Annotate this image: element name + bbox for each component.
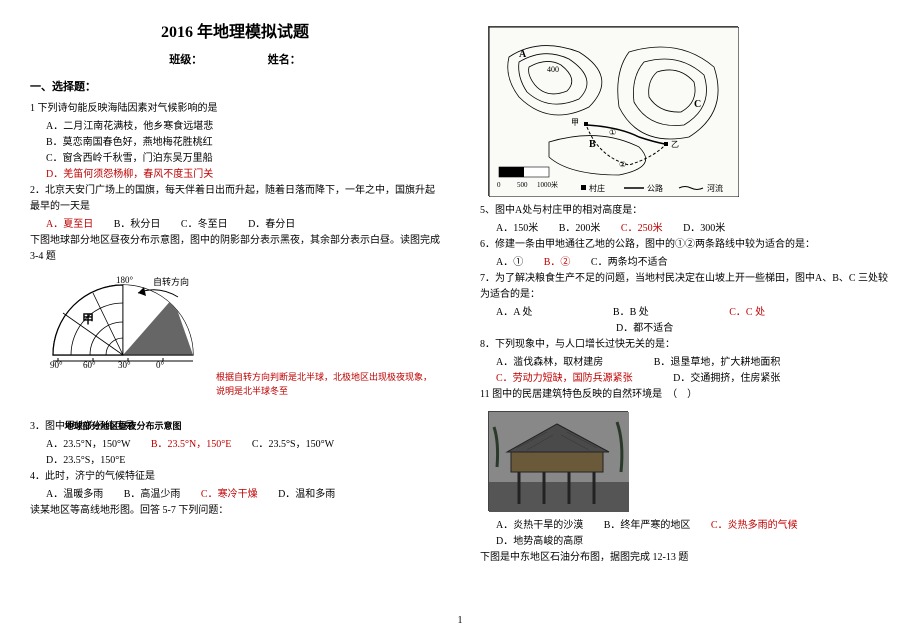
q8-c: C．劳动力短缺，国防兵源紧张 <box>496 371 633 387</box>
q4-stem: 4．此时，济宁的气候特征是 <box>30 469 440 485</box>
q6-b: B．② <box>544 255 571 271</box>
q5-c: C．250米 <box>621 221 663 237</box>
q2-d: D．春分日 <box>248 217 295 233</box>
class-label: 班级： <box>169 54 202 66</box>
q2-a: A．夏至日 <box>46 217 93 233</box>
q4-d: D．温和多雨 <box>278 487 335 503</box>
q11-b: B．终年严寒的地区 <box>604 518 691 534</box>
svg-text:②: ② <box>619 160 626 169</box>
q1-c: C．窗含西岭千秋雪，门泊东吴万里船 <box>46 151 213 167</box>
q8-a: A．滥伐森林，取材建房 <box>496 355 603 371</box>
svg-text:①: ① <box>609 128 616 137</box>
q4-a: A．温暖多雨 <box>46 487 103 503</box>
q3-a: A．23.5°N，150°W <box>46 437 130 453</box>
q4-options: A．温暖多雨 B．高温少雨 C．寒冷干燥 D．温和多雨 <box>46 487 440 503</box>
q7-stem: 7．为了解决粮食生产不足的问题，当地村民决定在山坡上开一些梯田，图中A、B、C … <box>480 271 890 303</box>
svg-text:河流: 河流 <box>707 183 723 193</box>
q11-a: A．炎热干旱的沙漠 <box>496 518 583 534</box>
left-column: 2016 年地理模拟试题 班级： 姓名： 一、选择题： 1 下列诗句能反映海陆因… <box>30 20 440 577</box>
q5-a: A．150米 <box>496 221 538 237</box>
q4-c: C．寒冷干燥 <box>201 487 258 503</box>
q6-a: A．① <box>496 255 523 271</box>
q1-options: A．二月江南花满枝，他乡寒食远堪悲 B．莫恋南国春色好，燕地梅花胜桃红 C．窗含… <box>46 119 440 183</box>
intro-5-7: 读某地区等高线地形图。回答 5-7 下列问题： <box>30 503 440 519</box>
svg-text:C: C <box>694 99 701 110</box>
q7-b: B．B 处 <box>613 305 649 321</box>
name-label: 姓名： <box>268 54 301 66</box>
q7-a: A．A 处 <box>496 305 532 321</box>
svg-text:500: 500 <box>517 181 528 189</box>
q3-b: B．23.5°N，150°E <box>151 437 232 453</box>
q1-d: D．羌笛何须怨杨柳，春风不度玉门关 <box>46 167 213 183</box>
svg-text:180°: 180° <box>116 275 134 285</box>
q3-d: D．23.5°S，150°E <box>46 453 125 469</box>
q2-stem: 2．北京天安门广场上的国旗，每天伴着日出而升起，随着日落而降下，一年之中，国旗升… <box>30 183 440 215</box>
q3-options: A．23.5°N，150°W B．23.5°N，150°E C．23.5°S，1… <box>46 437 440 469</box>
exam-title: 2016 年地理模拟试题 <box>30 20 440 46</box>
q8-b: B．退垦草地，扩大耕地面积 <box>654 355 781 371</box>
svg-text:村庄: 村庄 <box>589 183 605 193</box>
right-column: A 400 B C 甲 乙 ① ② 0 500 1000米 村庄 公路 河流 <box>480 20 890 577</box>
q5-options: A．150米 B．200米 C．250米 D．300米 <box>496 221 890 237</box>
q7-options: A．A 处 B．B 处 C．C 处 D．都不适合 <box>496 305 890 337</box>
intro-3-4: 下图地球部分地区昼夜分布示意图，图中的阴影部分表示黑夜，其余部分表示白昼。读图完… <box>30 233 440 265</box>
q1-stem: 1 下列诗句能反映海陆因素对气候影响的是 <box>30 101 440 117</box>
page-number: 1 <box>458 613 463 629</box>
svg-text:A: A <box>519 49 527 60</box>
q6-c: C．两条均不适合 <box>591 255 668 271</box>
q3-c: C．23.5°S，150°W <box>252 437 334 453</box>
q8-options: A．滥伐森林，取材建房 B．退垦草地，扩大耕地面积 C．劳动力短缺，国防兵源紧张… <box>496 355 890 387</box>
svg-text:甲: 甲 <box>571 118 579 127</box>
q2-options: A．夏至日 B．秋分日 C．冬至日 D．春分日 <box>46 217 440 233</box>
svg-text:B: B <box>589 139 596 150</box>
q11-options: A．炎热干旱的沙漠 B．终年严寒的地区 C．炎热多雨的气候 D．地势高峻的高原 <box>496 518 890 550</box>
q8-stem: 8．下列现象中，与人口增长过快无关的是： <box>480 337 890 353</box>
q11-stem: 11 图中的民居建筑特色反映的自然环境是 （ ） <box>480 387 890 403</box>
svg-text:甲: 甲 <box>82 312 94 326</box>
note-1: 根据自转方向判断是北半球，北极地区出现极夜现象，说明是北半球冬至 <box>216 370 440 419</box>
figure-earth-daynight: 自转方向 180° 甲 90°60° 30°0° 地球部分地区昼夜分布示意图 <box>38 273 208 413</box>
q1-b: B．莫恋南国春色好，燕地梅花胜桃红 <box>46 135 213 151</box>
q4-b: B．高温少雨 <box>124 487 181 503</box>
intro-12-13: 下图是中东地区石油分布图，据图完成 12-13 题 <box>480 550 890 566</box>
q2-b: B．秋分日 <box>114 217 161 233</box>
q8-d: D．交通拥挤，住房紧张 <box>673 371 780 387</box>
figure-contour-map: A 400 B C 甲 乙 ① ② 0 500 1000米 村庄 公路 河流 <box>488 26 738 196</box>
fig1-rotation-label: 自转方向 <box>153 276 189 287</box>
q11-c: C．炎热多雨的气候 <box>711 518 798 534</box>
q5-stem: 5、图中A处与村庄甲的相对高度是： <box>480 203 890 219</box>
q6-stem: 6．修建一条由甲地通往乙地的公路，图中的①②两条路线中较为适合的是： <box>480 237 890 253</box>
svg-text:400: 400 <box>547 65 559 74</box>
q11-d: D．地势高峻的高原 <box>496 534 583 550</box>
q2-c: C．冬至日 <box>181 217 228 233</box>
q7-c: C．C 处 <box>729 305 765 321</box>
section-1-heading: 一、选择题： <box>30 79 440 97</box>
svg-text:1000米: 1000米 <box>537 180 558 189</box>
svg-text:乙: 乙 <box>671 140 679 149</box>
svg-text:0: 0 <box>497 181 501 189</box>
q7-d: D．都不适合 <box>616 321 673 337</box>
header-line: 班级： 姓名： <box>30 52 440 70</box>
svg-text:公路: 公路 <box>647 183 663 193</box>
q6-options: A．① B．② C．两条均不适合 <box>496 255 890 271</box>
q5-b: B．200米 <box>559 221 601 237</box>
figure-stilt-house <box>488 411 628 511</box>
fig1-caption: 地球部分地区昼夜分布示意图 <box>38 419 208 433</box>
q1-a: A．二月江南花满枝，他乡寒食远堪悲 <box>46 119 213 135</box>
q5-d: D．300米 <box>683 221 725 237</box>
